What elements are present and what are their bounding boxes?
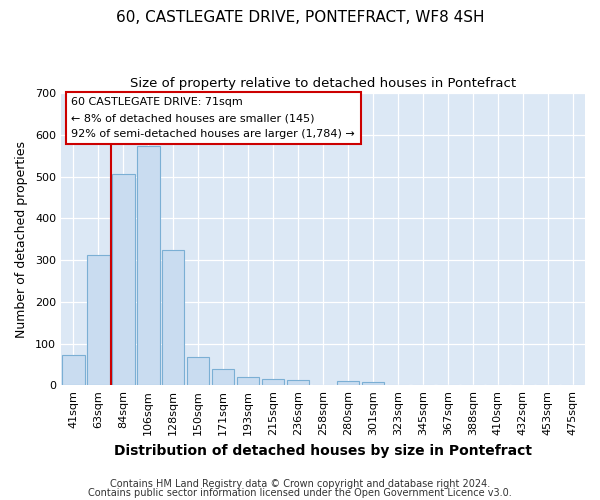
Text: 60 CASTLEGATE DRIVE: 71sqm
← 8% of detached houses are smaller (145)
92% of semi: 60 CASTLEGATE DRIVE: 71sqm ← 8% of detac… xyxy=(71,98,355,138)
Bar xyxy=(137,146,160,386)
Bar xyxy=(262,378,284,386)
Bar xyxy=(362,382,384,386)
Bar xyxy=(287,380,309,386)
Text: 60, CASTLEGATE DRIVE, PONTEFRACT, WF8 4SH: 60, CASTLEGATE DRIVE, PONTEFRACT, WF8 4S… xyxy=(116,10,484,25)
Bar xyxy=(337,380,359,386)
Title: Size of property relative to detached houses in Pontefract: Size of property relative to detached ho… xyxy=(130,78,516,90)
Bar xyxy=(187,358,209,386)
Text: Contains public sector information licensed under the Open Government Licence v3: Contains public sector information licen… xyxy=(88,488,512,498)
X-axis label: Distribution of detached houses by size in Pontefract: Distribution of detached houses by size … xyxy=(114,444,532,458)
Bar xyxy=(112,174,134,386)
Y-axis label: Number of detached properties: Number of detached properties xyxy=(15,140,28,338)
Bar xyxy=(62,355,85,386)
Bar xyxy=(87,254,110,386)
Bar xyxy=(162,250,184,386)
Bar xyxy=(212,368,235,386)
Bar xyxy=(237,378,259,386)
Text: Contains HM Land Registry data © Crown copyright and database right 2024.: Contains HM Land Registry data © Crown c… xyxy=(110,479,490,489)
